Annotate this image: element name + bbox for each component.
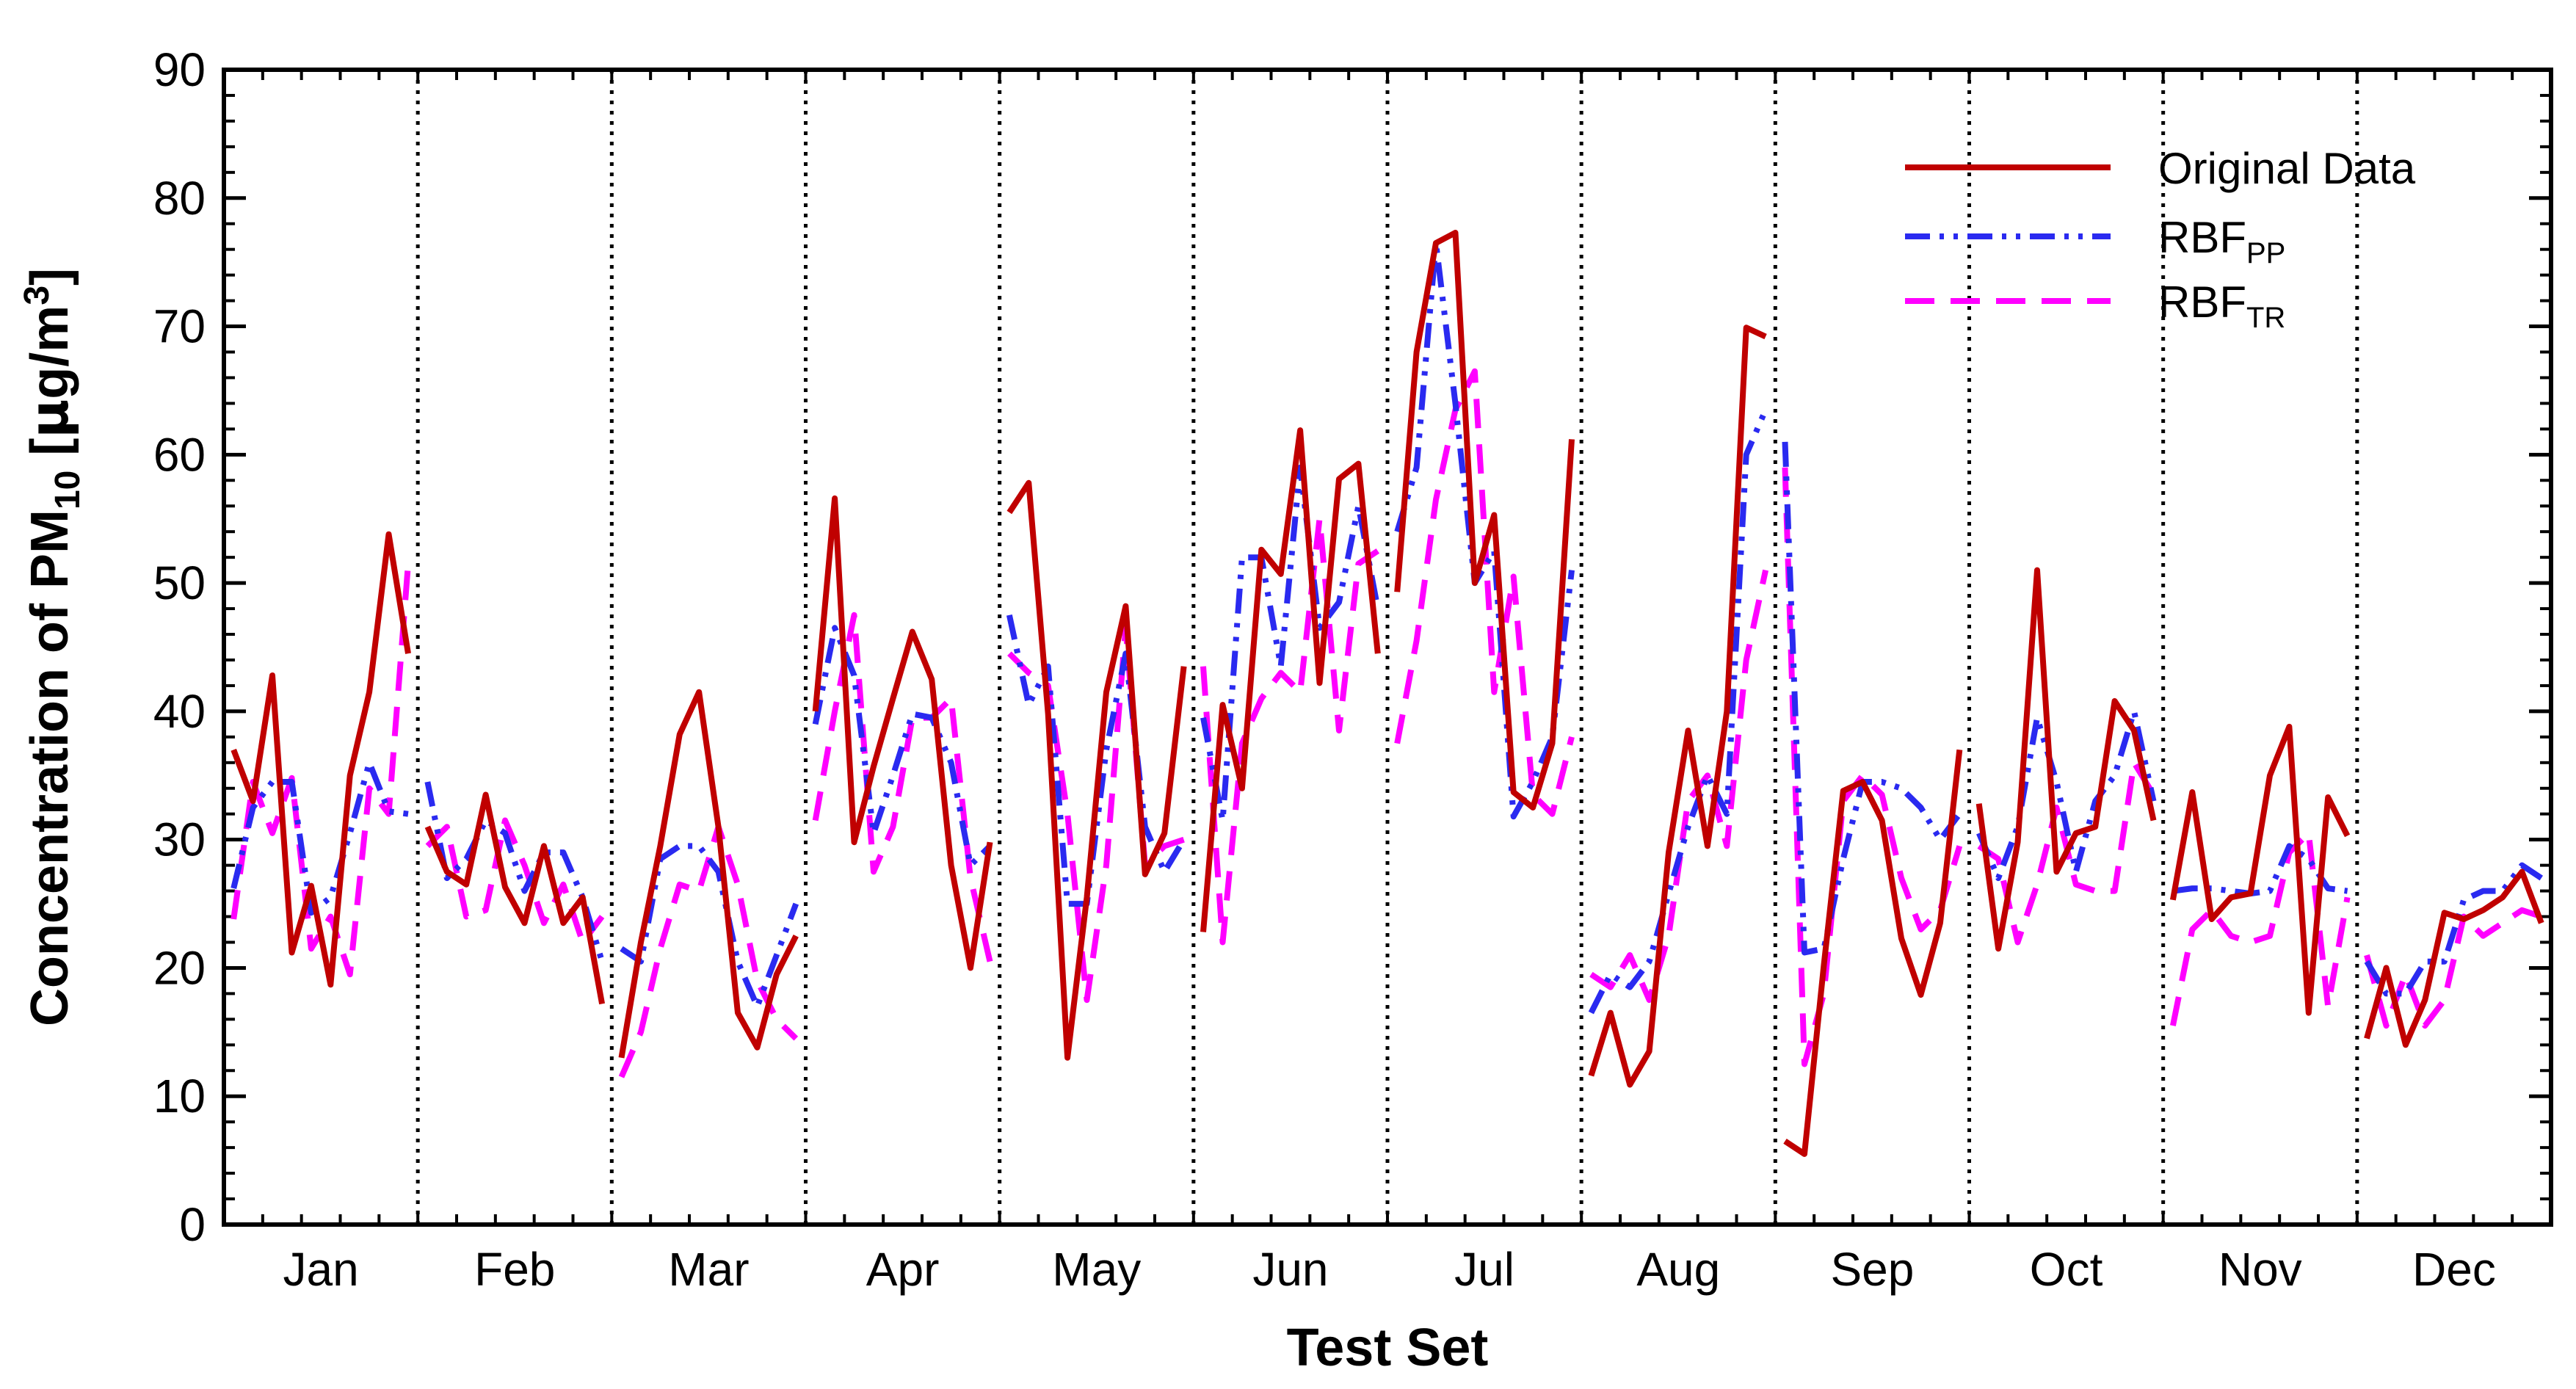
y-tick-label: 70 [153,300,206,353]
series-line-jan [231,531,411,988]
y-tick-label: 90 [153,43,206,96]
series-original-data [231,230,2544,1157]
series-line-jun [1200,464,1381,824]
x-tick-label-mar: Mar [668,1243,749,1296]
y-tick-label: 80 [153,172,206,225]
y-tick-label: 60 [153,428,206,481]
series-line-jul [1394,240,1575,820]
y-axis-title-unit-open: [ [21,438,79,471]
y-axis-title-main: Concentration of PM [21,509,79,1026]
x-tick-label-jan: Jan [283,1243,358,1296]
series-line-jul [1394,230,1575,810]
y-tick-label: 0 [179,1198,206,1251]
y-tick-labels: 0 10 20 30 40 50 60 70 80 90 [153,43,206,1251]
x-tick-label-nov: Nov [2218,1243,2302,1296]
legend-label-1: RBFPP [2158,213,2285,269]
series-layer [231,230,2544,1157]
x-tick-label-may: May [1052,1243,1141,1296]
x-axis-title: Test Set [1287,1319,1489,1377]
x-tick-label-sep: Sep [1830,1243,1914,1296]
series-line-dec [2364,868,2544,1048]
y-tick-label: 10 [153,1070,206,1123]
plot-frame [222,68,2553,1227]
x-tick-label-jun: Jun [1252,1243,1328,1296]
series-line-jul [1394,368,1575,817]
x-tick-label-aug: Aug [1636,1243,1720,1296]
series-line-sep [1782,441,1962,956]
series-line-feb [424,781,605,962]
series-line-may [1007,625,1185,1004]
legend-label-0: Original Data [2158,144,2416,193]
y-axis-title-unit: g/m [21,305,79,399]
series-line-nov [2169,723,2351,1016]
legend-label-main: RBF [2158,213,2246,262]
series-line-may [1006,479,1187,1061]
y-axis-title-subscript: 10 [48,471,87,509]
x-tick-label-oct: Oct [2030,1243,2103,1296]
series-line-aug [1588,324,1767,1088]
month-separators [416,70,2359,1225]
y-tick-label: 30 [153,813,206,866]
x-tick-labels: Jan Feb Mar Apr May Jun Jul Aug Sep Oct Nov Dec [283,1243,2495,1296]
legend-label-main: Original Data [2158,144,2416,193]
series-line-sep [1783,749,1963,1157]
series-line-nov [2169,830,2351,1026]
legend-label-main: RBF [2158,278,2246,327]
y-axis-title: Concentration of PM10 [μg/m3] [18,268,87,1026]
series-line-oct [1975,567,2157,952]
series-line-apr [812,495,993,971]
x-tick-label-jul: Jul [1454,1243,1514,1296]
legend-label-subscript: TR [2246,302,2285,334]
x-tick-label-apr: Apr [866,1243,940,1296]
legend-label-2: RBFTR [2158,278,2285,334]
x-tick-label-feb: Feb [474,1243,555,1296]
y-tick-label: 20 [153,941,206,994]
series-line-jun [1200,427,1381,932]
y-axis-title-superscript: 3 [18,286,57,305]
series-rbfpp [231,240,2544,1015]
y-tick-label: 40 [153,685,206,738]
series-line-jan [231,759,409,916]
series-line-dec [2364,862,2544,997]
series-line-mar [618,689,799,1059]
series-line-mar [620,843,799,1009]
y-tick-label: 50 [153,556,206,609]
series-line-feb [424,791,606,1005]
y-axis-title-mu: μ [18,399,80,438]
series-line-aug [1588,408,1768,1015]
x-tick-label-dec: Dec [2412,1243,2496,1296]
series-line-oct [1976,708,2157,882]
legend-label-subscript: PP [2246,237,2285,269]
y-axis-title-unit-close: ] [21,268,79,286]
series-line-may [1006,614,1187,907]
series-line-jun [1200,515,1380,946]
